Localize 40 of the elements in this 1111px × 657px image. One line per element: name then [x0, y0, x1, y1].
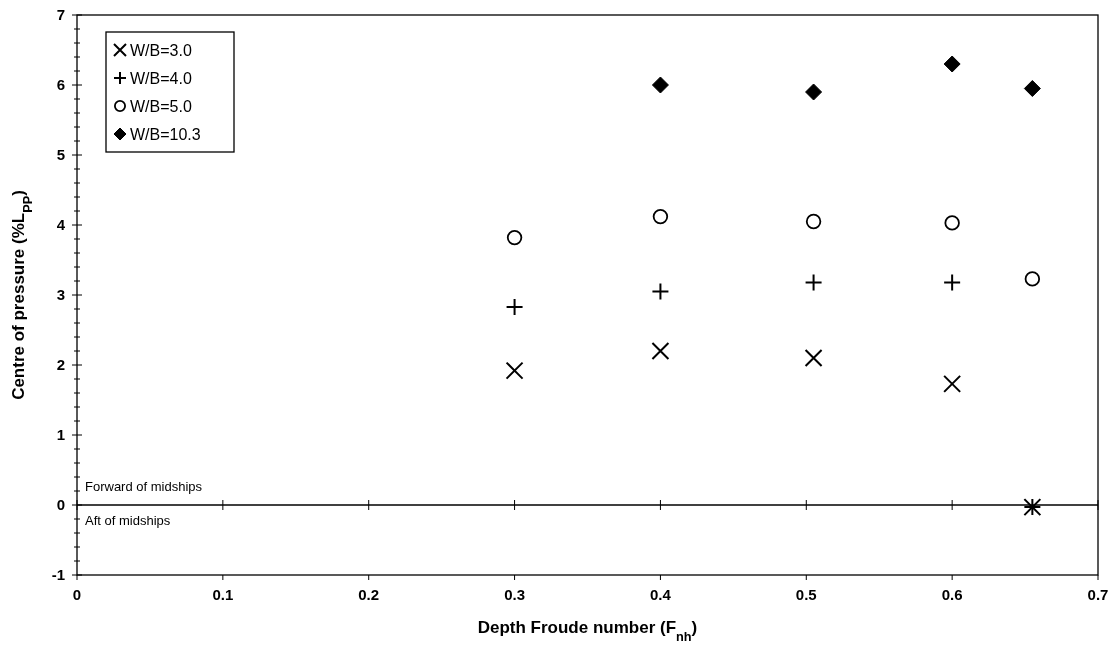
point — [1023, 80, 1041, 97]
point — [651, 76, 669, 94]
point — [651, 282, 670, 301]
point — [805, 213, 822, 230]
point — [505, 361, 524, 380]
point — [943, 374, 962, 393]
y-tick-label: 4 — [56, 216, 66, 234]
point — [805, 83, 823, 101]
x-axis-title: Depth Froude number (F$_{nh}$) — [477, 618, 698, 644]
legend-label: W/B=10.3 — [130, 125, 201, 143]
y-tick-label: 7 — [56, 6, 65, 24]
legend-label: W/B=5.0 — [130, 97, 192, 115]
x-tick-label: 0.5 — [795, 586, 817, 603]
x-tick-label: 0.3 — [504, 586, 525, 603]
x-tick-label: 0.2 — [358, 586, 380, 603]
annotation: Forward of midships — [85, 479, 203, 494]
y-tick-label: 1 — [56, 426, 65, 444]
x-tick-label: 0.7 — [1087, 586, 1109, 603]
x-tick-label: 0.1 — [212, 586, 234, 603]
point — [1024, 271, 1041, 287]
annotation: Aft of midships — [85, 513, 171, 528]
point — [804, 273, 823, 292]
y-tick-label: 2 — [56, 356, 65, 374]
point — [804, 349, 823, 367]
point — [506, 229, 523, 246]
point — [652, 208, 669, 225]
x-tick-label: 0.6 — [941, 586, 963, 603]
legend-label: W/B=3.0 — [130, 41, 192, 59]
y-tick-label: 3 — [56, 286, 65, 304]
y-tick-label: 5 — [56, 146, 65, 164]
y-tick-label: 0 — [56, 496, 65, 514]
x-tick-label: 0 — [72, 586, 82, 603]
point — [944, 215, 960, 231]
point — [943, 55, 961, 73]
point — [651, 342, 670, 360]
legend-label: W/B=4.0 — [130, 69, 192, 87]
point — [943, 273, 962, 292]
x-tick-label: 0.4 — [650, 586, 672, 603]
y-tick-label: -1 — [51, 566, 65, 584]
y-tick-label: 6 — [56, 76, 65, 94]
